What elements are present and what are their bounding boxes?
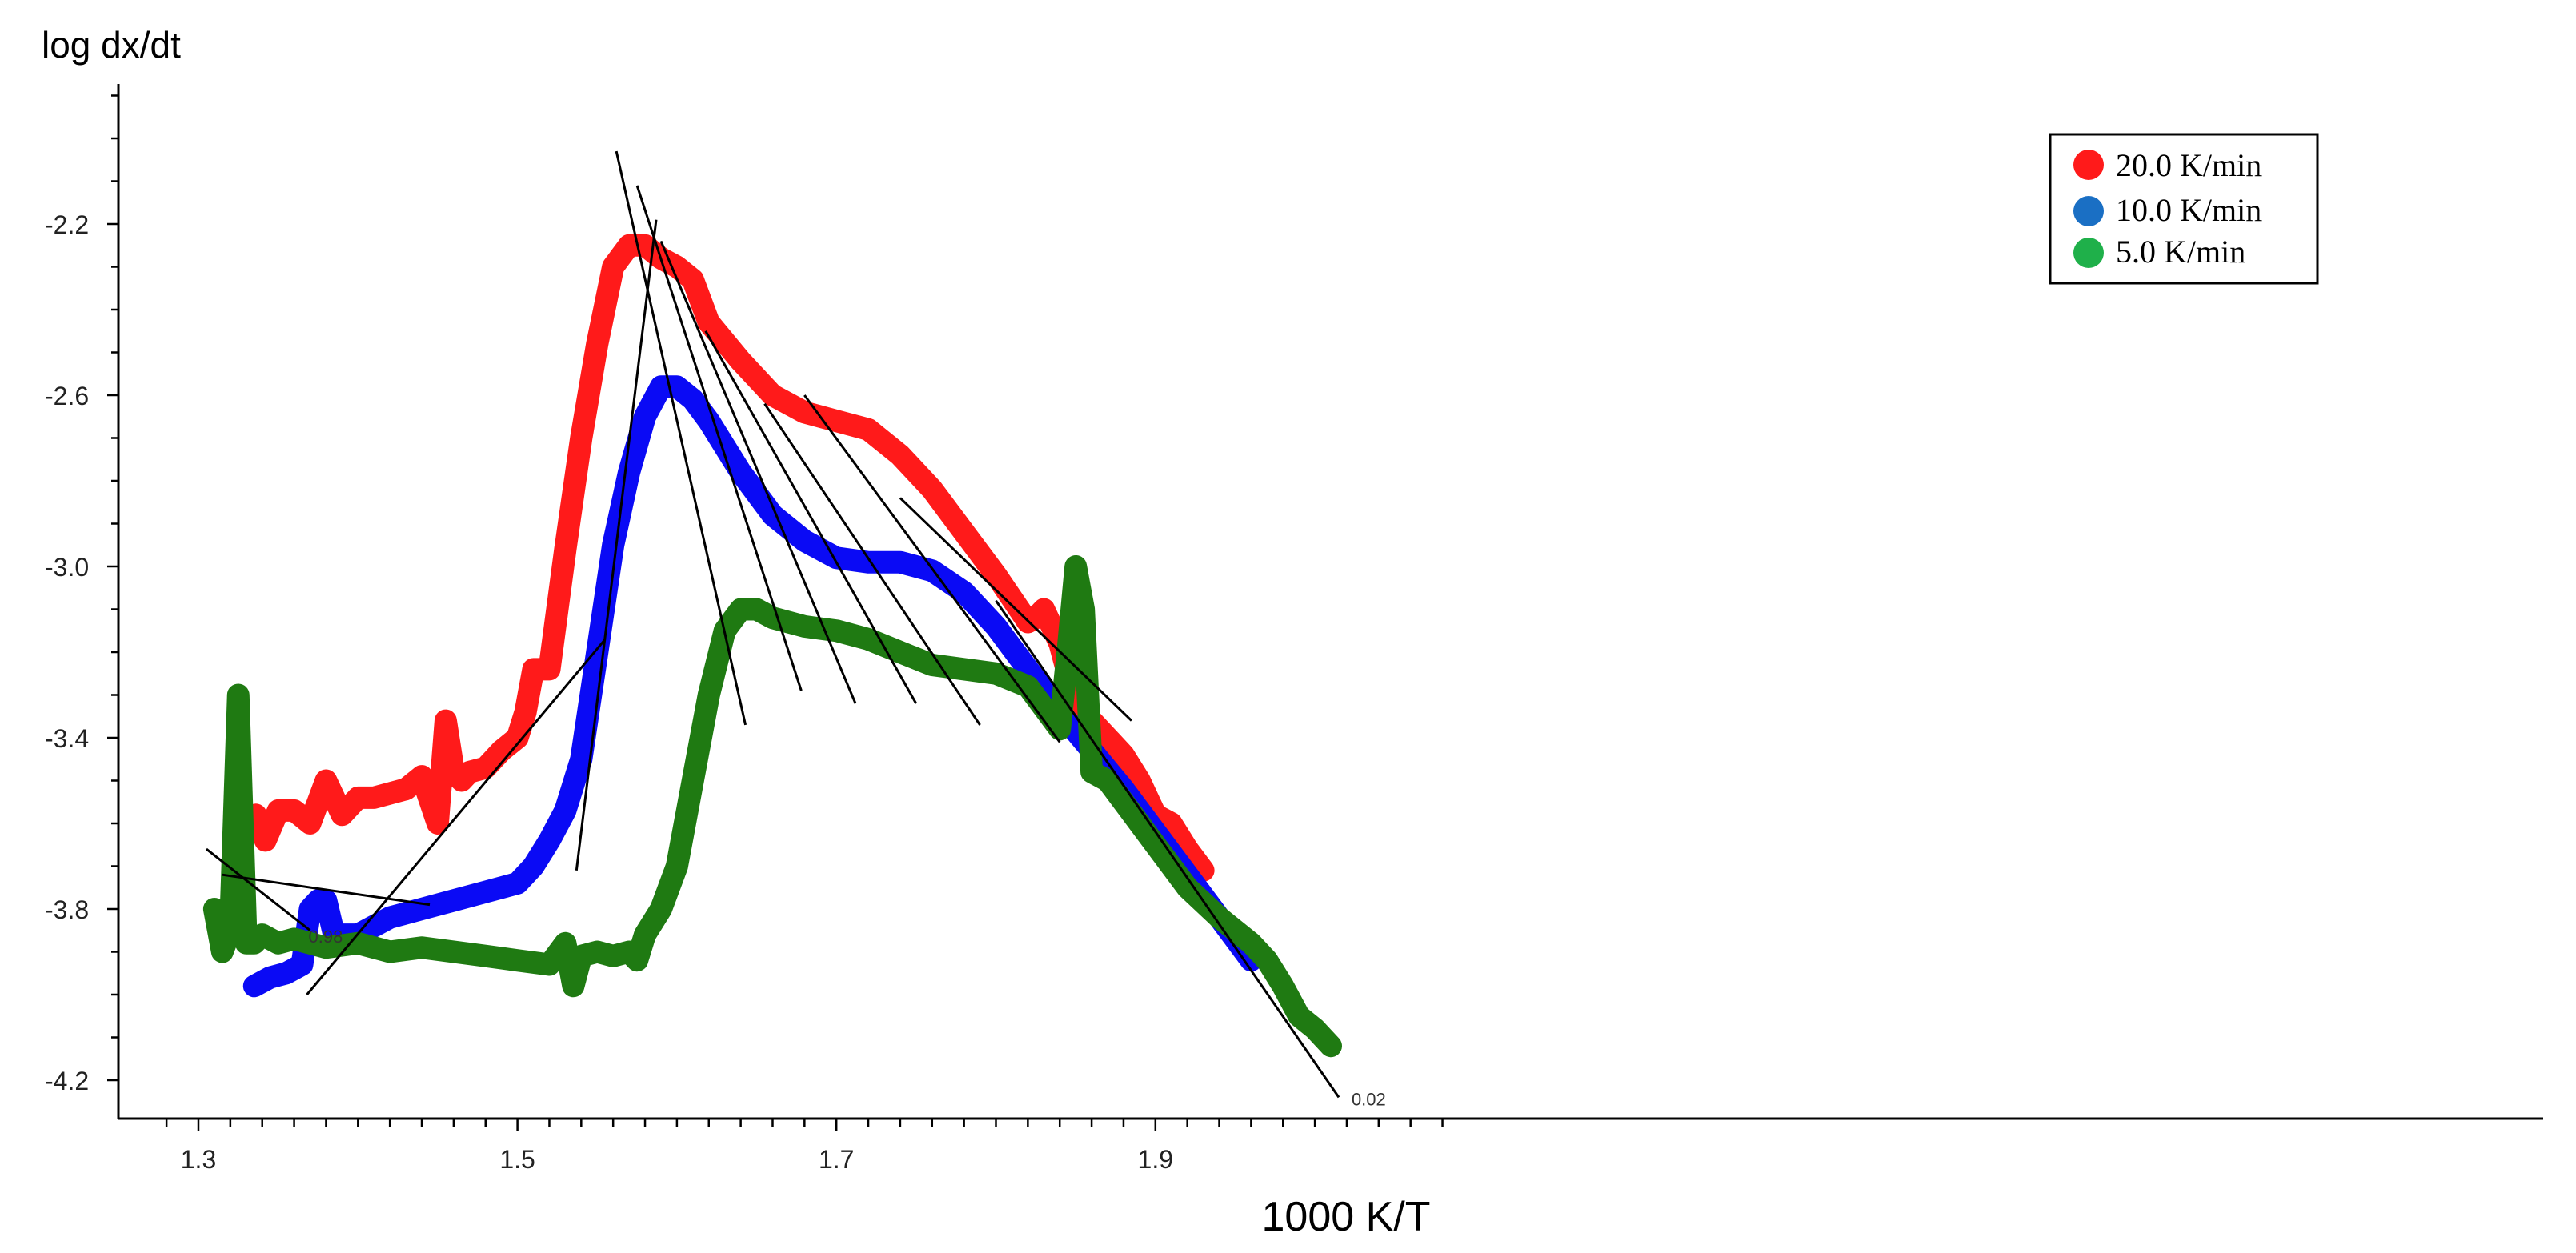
annotation-label: 0.98	[309, 927, 343, 947]
fit-line	[899, 497, 1132, 722]
fit-line	[635, 185, 803, 691]
fit-line	[803, 394, 1061, 743]
y-tick-label: -2.2	[45, 210, 89, 239]
y-tick-label: -2.6	[45, 382, 89, 410]
y-axis-title: log dx/dt	[42, 24, 181, 66]
x-axis-title: 1000 K/T	[1261, 1194, 1430, 1240]
x-tick-labels: 1.3 1.5 1.7 1.9	[181, 1145, 1173, 1174]
fit-line	[704, 330, 918, 704]
series-layer	[202, 234, 1342, 1058]
fit-line	[615, 150, 747, 726]
fit-line	[575, 219, 658, 871]
legend-marker-5	[2073, 238, 2104, 268]
fit-line	[763, 402, 981, 726]
fit-line	[659, 240, 857, 704]
fit-line	[306, 638, 607, 995]
fit-line	[206, 847, 311, 931]
annotations-layer: 0.98 0.02	[309, 927, 1386, 1109]
legend-label-10: 10.0 K/min	[2116, 192, 2262, 228]
series-line-20-0-k-min	[234, 234, 1215, 882]
legend-label-5: 5.0 K/min	[2116, 234, 2245, 270]
x-tick-label: 1.3	[181, 1145, 216, 1174]
series-line-5-0-k-min	[202, 555, 1342, 1058]
y-tick-label: -3.8	[45, 895, 89, 924]
x-tick-label: 1.9	[1138, 1145, 1173, 1174]
annotation-label: 0.02	[1352, 1089, 1386, 1109]
legend-marker-10	[2073, 196, 2104, 226]
plot-axes: -2.2 -2.6 -3.0 -3.4 -3.8 -4.2 1.3 1.5 1.7 1.9	[45, 84, 2543, 1174]
x-tick-label: 1.7	[819, 1145, 854, 1174]
legend-label-20: 20.0 K/min	[2116, 147, 2262, 183]
y-tick-labels: -2.2 -2.6 -3.0 -3.4 -3.8 -4.2	[45, 210, 89, 1095]
series-line-10-0-k-min	[242, 375, 1263, 998]
y-tick-label: -3.0	[45, 553, 89, 582]
y-minor-ticks	[107, 94, 118, 1082]
y-tick-label: -3.4	[45, 724, 89, 753]
legend-marker-20	[2073, 150, 2104, 180]
fit-line	[222, 873, 431, 907]
y-tick-label: -4.2	[45, 1067, 89, 1095]
x-tick-label: 1.5	[499, 1145, 535, 1174]
fit-line	[995, 599, 1340, 1099]
x-minor-ticks	[165, 1119, 1444, 1131]
fit-lines-layer	[206, 150, 1340, 1099]
legend: 20.0 K/min 10.0 K/min 5.0 K/min	[2049, 133, 2319, 285]
